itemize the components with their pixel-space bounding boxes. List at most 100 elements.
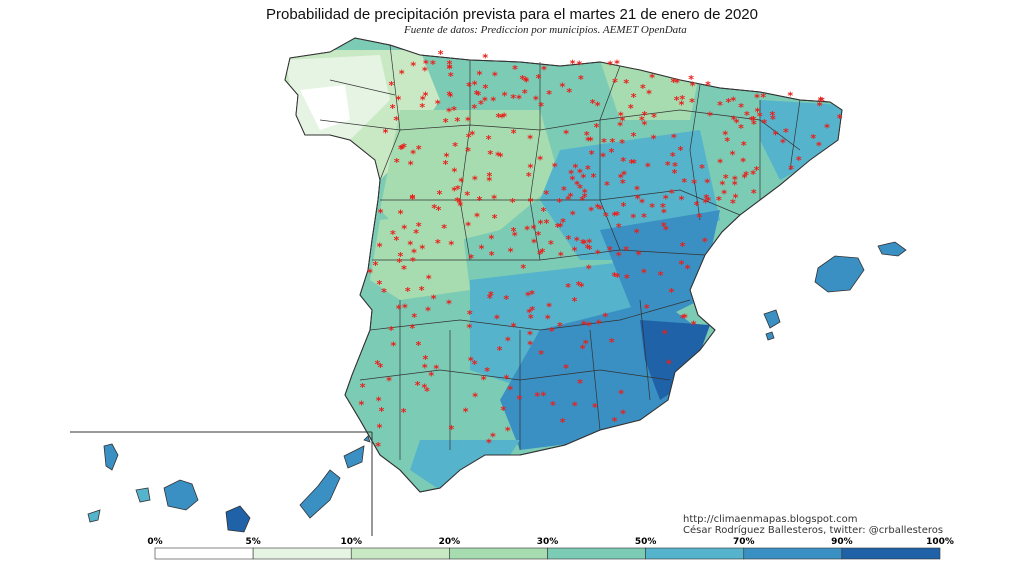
station-marker-icon: * [463, 406, 469, 419]
station-marker-icon: * [431, 202, 437, 215]
station-marker-icon: * [437, 188, 443, 201]
station-marker-icon: * [505, 424, 511, 437]
station-marker-icon: * [540, 246, 546, 259]
station-marker-icon: * [769, 109, 775, 122]
station-marker-icon: * [612, 76, 618, 89]
station-marker-icon: * [446, 106, 452, 119]
station-marker-icon: * [423, 89, 429, 102]
station-marker-icon: * [484, 365, 490, 378]
station-marker-icon: * [415, 379, 421, 392]
station-marker-icon: * [669, 187, 675, 200]
station-marker-icon: * [620, 155, 626, 168]
station-marker-icon: * [819, 95, 825, 108]
station-marker-icon: * [817, 100, 823, 113]
station-marker-icon: * [472, 390, 478, 403]
station-marker-icon: * [615, 271, 621, 284]
station-marker-icon: * [586, 262, 592, 275]
canary-inset [70, 431, 373, 536]
iberian-peninsula [284, 37, 843, 493]
station-marker-icon: * [572, 295, 578, 308]
station-marker-icon: * [471, 102, 477, 115]
station-marker-icon: * [409, 322, 415, 335]
station-marker-icon: * [612, 270, 618, 283]
station-marker-icon: * [447, 58, 453, 71]
station-marker-icon: * [447, 62, 453, 75]
station-marker-icon: * [621, 169, 627, 182]
station-marker-icon: * [531, 237, 537, 250]
station-marker-icon: * [570, 209, 576, 222]
station-marker-icon: * [396, 93, 402, 106]
station-marker-icon: * [581, 318, 587, 331]
station-marker-icon: * [682, 312, 688, 325]
legend-label: 30% [536, 537, 559, 547]
station-marker-icon: * [616, 250, 622, 263]
station-marker-icon: * [754, 164, 760, 177]
station-marker-icon: * [679, 93, 685, 106]
station-marker-icon: * [750, 168, 756, 181]
station-marker-icon: * [663, 224, 669, 237]
station-marker-icon: * [516, 92, 522, 105]
station-marker-icon: * [435, 237, 441, 250]
station-marker-icon: * [796, 154, 802, 167]
station-marker-icon: * [533, 94, 539, 107]
station-marker-icon: * [669, 286, 675, 299]
station-marker-icon: * [631, 157, 637, 170]
station-marker-icon: * [548, 238, 554, 251]
station-marker-icon: * [441, 222, 447, 235]
station-marker-icon: * [597, 203, 603, 216]
station-marker-icon: * [475, 89, 481, 102]
station-marker-icon: * [607, 59, 613, 72]
station-marker-icon: * [397, 256, 403, 269]
station-marker-icon: * [609, 336, 615, 349]
station-marker-icon: * [456, 197, 462, 210]
station-marker-icon: * [761, 117, 767, 130]
station-marker-icon: * [649, 201, 655, 214]
station-marker-icon: * [405, 285, 411, 298]
station-marker-icon: * [600, 151, 606, 164]
station-marker-icon: * [760, 91, 766, 104]
station-marker-icon: * [423, 353, 429, 366]
station-marker-icon: * [560, 216, 566, 229]
station-marker-icon: * [448, 90, 454, 103]
station-marker-icon: * [674, 94, 680, 107]
station-marker-icon: * [482, 82, 488, 95]
station-marker-icon: * [607, 244, 613, 257]
station-marker-icon: * [595, 99, 601, 112]
station-marker-icon: * [744, 109, 750, 122]
station-marker-icon: * [541, 205, 547, 218]
station-marker-icon: * [516, 393, 522, 406]
station-marker-icon: * [394, 234, 400, 247]
station-marker-icon: * [504, 373, 510, 386]
station-marker-icon: * [639, 114, 645, 127]
station-marker-icon: * [419, 284, 425, 297]
station-marker-icon: * [670, 76, 676, 89]
station-marker-icon: * [616, 221, 622, 234]
station-marker-icon: * [426, 273, 432, 286]
station-marker-icon: * [477, 68, 483, 81]
station-marker-icon: * [544, 217, 550, 230]
station-marker-icon: * [436, 204, 442, 217]
station-marker-icon: * [422, 65, 428, 78]
station-marker-icon: * [452, 166, 458, 179]
station-marker-icon: * [508, 245, 514, 258]
station-marker-icon: * [531, 222, 537, 235]
station-marker-icon: * [623, 77, 629, 90]
station-marker-icon: * [543, 188, 549, 201]
station-marker-icon: * [390, 228, 396, 241]
station-marker-icon: * [422, 362, 428, 375]
station-marker-icon: * [454, 195, 460, 208]
station-marker-icon: * [507, 383, 513, 396]
station-marker-icon: * [538, 217, 544, 230]
station-marker-icon: * [545, 312, 551, 325]
station-marker-icon: * [558, 250, 564, 263]
station-marker-icon: * [688, 73, 694, 86]
station-marker-icon: * [538, 100, 544, 113]
station-marker-icon: * [617, 120, 623, 133]
station-marker-icon: * [410, 59, 416, 72]
station-marker-icon: * [421, 382, 427, 395]
station-marker-icon: * [818, 94, 824, 107]
station-marker-icon: * [720, 178, 726, 191]
station-marker-icon: * [511, 225, 517, 238]
station-marker-icon: * [577, 377, 583, 390]
station-marker-icon: * [730, 197, 736, 210]
